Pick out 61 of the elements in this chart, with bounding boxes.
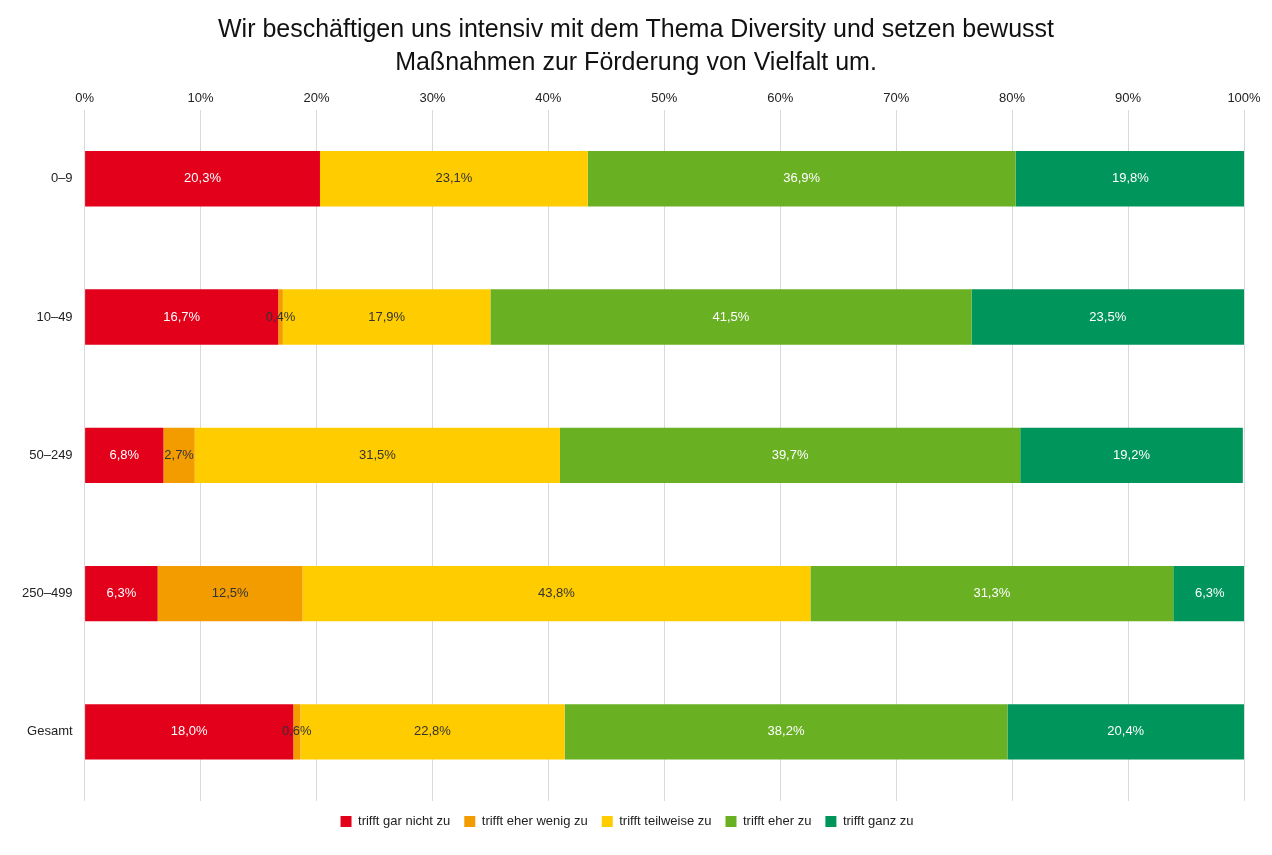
chart-title: Wir beschäftigen uns intensiv mit dem Thema Diversity und setzen bewusst Maßnahmen zur Förderung von Vielfalt um.: [217, 13, 1055, 77]
data-label: 19,8%: [1111, 170, 1150, 186]
x-tick-label: 80%: [999, 90, 1026, 106]
bar: [157, 565, 303, 622]
data-label: 6,3%: [106, 585, 137, 601]
y-tick-label: 10–49: [36, 308, 73, 324]
data-label: 17,9%: [368, 308, 406, 324]
bar: [490, 289, 972, 345]
data-label: 38,2%: [767, 723, 805, 739]
data-label: 31,5%: [358, 446, 397, 462]
data-label: 18,0%: [170, 723, 209, 739]
data-label: 2,7%: [164, 446, 195, 462]
data-label: 23,1%: [435, 170, 473, 186]
data-label: 23,5%: [1089, 308, 1127, 324]
data-label: 41,5%: [712, 308, 750, 324]
x-tick-label: 50%: [651, 90, 678, 106]
data-label: 20,3%: [184, 170, 222, 186]
bar: [587, 151, 1016, 207]
bar: [1015, 151, 1244, 207]
data-label: 22,8%: [413, 723, 452, 739]
x-tick-label: 30%: [419, 90, 446, 106]
bar: [810, 565, 1174, 622]
x-tick-label: 10%: [187, 90, 214, 106]
data-label: 6,3%: [1194, 585, 1226, 601]
bar: [302, 565, 811, 622]
x-tick-label: 40%: [535, 90, 562, 106]
legend-label: trifft eher zu: [742, 813, 812, 829]
x-tick-label: 100%: [1227, 90, 1262, 106]
bar: [85, 565, 158, 622]
bar: [1020, 427, 1243, 483]
data-label: 19,2%: [1113, 446, 1151, 462]
data-label: 20,4%: [1107, 723, 1145, 739]
y-tick-label: 0–9: [50, 170, 73, 186]
legend-label: trifft gar nicht zu: [358, 813, 451, 829]
data-label: 16,7%: [163, 308, 201, 324]
legend-label: trifft eher wenig zu: [481, 813, 588, 829]
bar: [85, 151, 320, 207]
y-tick-label: 50–249: [29, 446, 73, 462]
data-label: 36,9%: [783, 170, 821, 186]
x-tick-label: 20%: [303, 90, 330, 106]
legend-label: trifft teilweise zu: [619, 813, 712, 829]
bar: [163, 427, 195, 483]
bar: [319, 151, 588, 207]
bar: [1007, 704, 1244, 760]
x-tick-label: 0%: [75, 90, 95, 106]
bar: [85, 427, 164, 483]
y-tick-label: 250–499: [21, 585, 73, 601]
data-label: 6,8%: [109, 446, 140, 462]
x-tick-label: 60%: [767, 90, 794, 106]
data-label: 43,8%: [538, 585, 576, 601]
data-label: 39,7%: [771, 446, 809, 462]
bar: [559, 427, 1021, 483]
data-label: 31,3%: [973, 585, 1011, 601]
x-tick-label: 70%: [883, 90, 910, 106]
legend-label: trifft ganz zu: [842, 813, 914, 829]
bar: [564, 704, 1008, 760]
data-label: 12,5%: [211, 585, 249, 601]
y-tick-label: Gesamt: [27, 723, 73, 739]
bar: [194, 427, 560, 483]
x-tick-label: 90%: [1115, 90, 1142, 106]
bar: [971, 289, 1244, 345]
